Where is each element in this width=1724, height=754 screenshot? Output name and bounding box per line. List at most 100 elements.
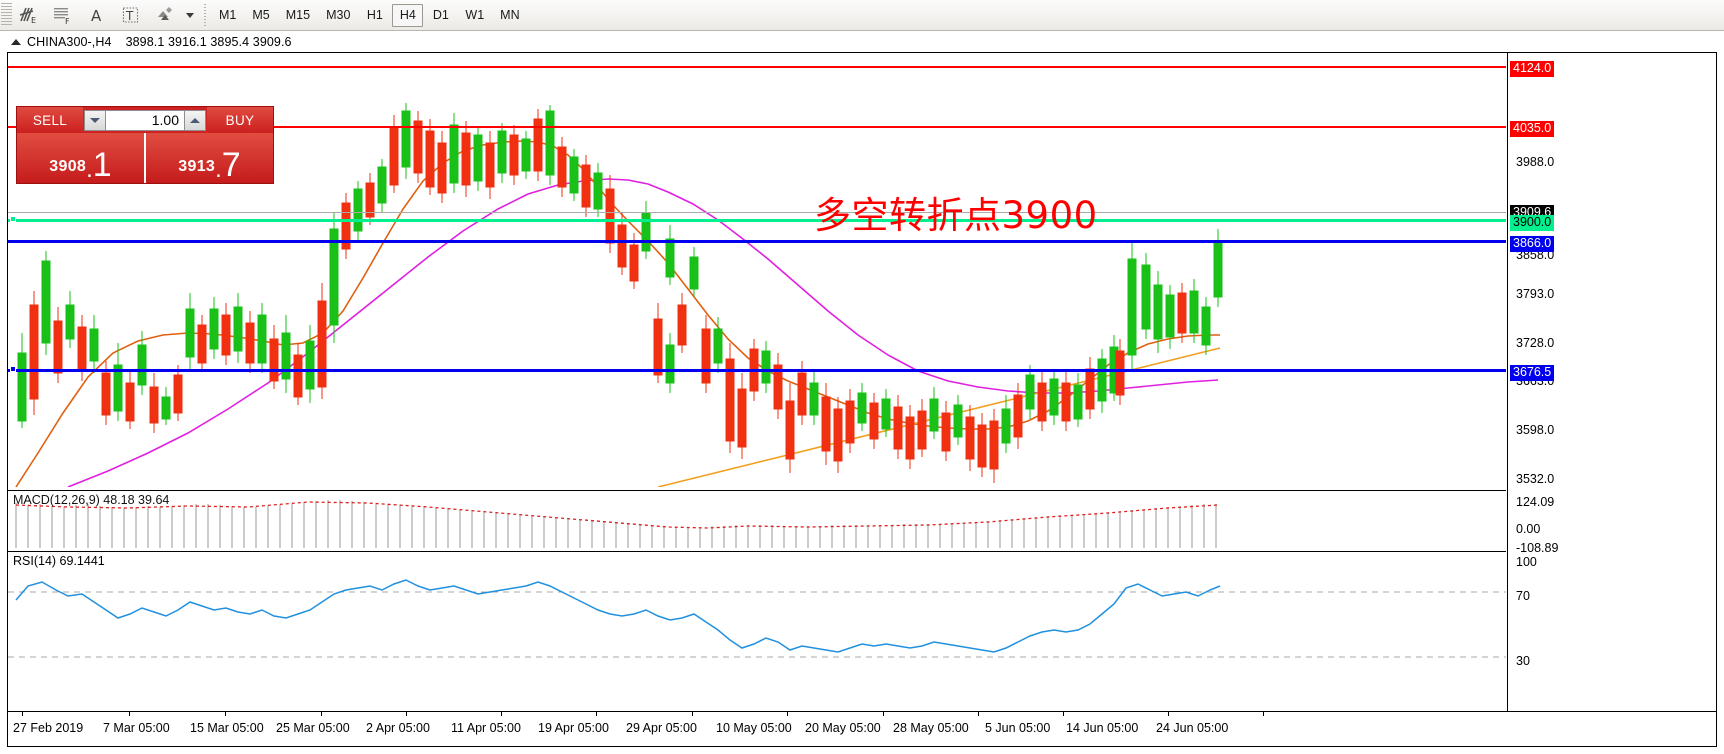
price-tag-4035[interactable]: 4035.0	[1510, 121, 1555, 138]
buy-price-integer: 3913	[178, 158, 216, 175]
collapse-triangle-icon[interactable]	[11, 39, 21, 45]
volume-decrement-button[interactable]	[84, 109, 106, 131]
price-tick-3532: 3532.0	[1516, 472, 1555, 486]
time-label-1: 7 Mar 05:00	[103, 721, 170, 735]
time-label-10: 28 May 05:00	[893, 721, 969, 735]
toolbar-grip[interactable]	[1, 3, 12, 27]
pivot-line-3900[interactable]	[8, 219, 1506, 222]
macd-title: MACD(12,26,9) 48.18 39.64	[13, 493, 170, 507]
toolbar-separator	[201, 3, 208, 27]
time-label-5: 11 Apr 05:00	[451, 721, 521, 735]
indicators-icon[interactable]: E	[12, 2, 46, 29]
candlestick-series	[17, 103, 1223, 483]
timeframe-d1[interactable]: D1	[432, 8, 449, 22]
price-tick-3728: 3728.0	[1516, 336, 1555, 350]
buy-price-separator: .	[215, 155, 222, 183]
time-label-0: 27 Feb 2019	[13, 721, 84, 735]
timeframe-w1[interactable]: W1	[465, 8, 485, 22]
price-tick-3988: 3988.0	[1516, 155, 1555, 169]
rsi-line	[15, 579, 1221, 653]
time-label-8: 10 May 05:00	[716, 721, 792, 735]
timeframe-m5[interactable]: M5	[252, 8, 270, 22]
svg-text:T: T	[125, 9, 134, 23]
buy-price-decimal: 7	[221, 145, 241, 184]
chevron-down-icon	[186, 12, 194, 18]
timeframe-mn[interactable]: MN	[500, 8, 520, 22]
ma-fast-line	[15, 140, 1220, 487]
timeframe-m15[interactable]: M15	[285, 8, 311, 22]
macd-chart-svg	[15, 500, 1219, 548]
price-tag-3866[interactable]: 3866.0	[1510, 236, 1555, 253]
time-label-6: 19 Apr 05:00	[538, 721, 609, 735]
time-label-11: 5 Jun 05:00	[985, 721, 1051, 735]
svg-text:F: F	[65, 17, 70, 25]
time-axis[interactable]: 27 Feb 2019 7 Mar 05:00 15 Mar 05:00 25 …	[8, 711, 1716, 746]
triangle-up-icon	[190, 117, 200, 123]
volume-input[interactable]: 1.00	[106, 109, 184, 131]
text-label-icon[interactable]: A	[80, 2, 114, 29]
timeframe-m30[interactable]: M30	[326, 8, 351, 22]
macd-histogram	[15, 500, 1217, 548]
price-chart-svg	[15, 103, 1223, 487]
volume-stepper[interactable]: 1.00	[84, 109, 206, 131]
macd-signal-line	[15, 501, 1219, 529]
sell-price-display[interactable]: 3908 . 1	[17, 133, 144, 183]
macd-scale-mid: 0.00	[1516, 522, 1541, 536]
sell-button[interactable]: SELL	[17, 107, 83, 133]
symbol-name: CHINA300-,H4	[27, 35, 112, 49]
grid-icon[interactable]: F	[46, 2, 80, 29]
volume-increment-button[interactable]	[184, 109, 206, 131]
price-tag-3900[interactable]: 3900.0	[1510, 215, 1555, 232]
price-tick-3793: 3793.0	[1516, 287, 1555, 301]
symbol-info-bar: CHINA300-,H4 3898.1 3916.1 3895.4 3909.6	[7, 33, 1717, 51]
support-line-3676[interactable]	[8, 369, 1506, 372]
buy-button[interactable]: BUY	[207, 107, 273, 133]
objects-icon[interactable]	[148, 2, 182, 29]
time-label-13: 24 Jun 05:00	[1156, 721, 1229, 735]
rsi-scale-100: 100	[1516, 555, 1537, 569]
main-toolbar: E F A T	[0, 0, 1724, 31]
support-line-3866[interactable]	[8, 240, 1506, 243]
price-tag-3676[interactable]: 3676.5	[1510, 365, 1555, 382]
trade-panel-prices: 3908 . 1 3913 . 7	[17, 133, 273, 183]
time-label-3: 25 Mar 05:00	[276, 721, 350, 735]
chart-annotation-text[interactable]: 多空转折点3900	[814, 194, 1098, 237]
time-label-12: 14 Jun 05:00	[1066, 721, 1139, 735]
line-handle-3676[interactable]	[10, 366, 16, 372]
timeframe-h4[interactable]: H4	[392, 3, 424, 27]
timeframe-m1[interactable]: M1	[219, 8, 237, 22]
rsi-title: RSI(14) 69.1441	[13, 554, 105, 568]
rsi-chart-svg	[8, 579, 1506, 658]
text-object-icon[interactable]: T	[114, 2, 148, 29]
objects-dropdown-caret-icon[interactable]	[182, 2, 198, 29]
line-handle-3900[interactable]	[10, 216, 16, 222]
time-label-2: 15 Mar 05:00	[190, 721, 264, 735]
macd-pane[interactable]: MACD(12,26,9) 48.18 39.64	[8, 490, 1506, 548]
price-axis[interactable]: 4054.0 3988.0 3923.0 3858.0 3793.0 3728.…	[1507, 53, 1716, 746]
price-tag-4124[interactable]: 4124.0	[1510, 61, 1555, 78]
timeframe-h1[interactable]: H1	[366, 8, 383, 22]
sell-price-decimal: 1	[92, 145, 112, 184]
one-click-trading-panel[interactable]: SELL 1.00 BUY 3908 . 1	[16, 106, 274, 184]
trade-panel-controls: SELL 1.00 BUY	[17, 107, 273, 133]
last-price-line	[8, 212, 1506, 213]
resistance-line-4124[interactable]	[8, 66, 1506, 68]
triangle-down-icon	[90, 117, 100, 123]
price-tick-3598: 3598.0	[1516, 423, 1555, 437]
time-label-9: 20 May 05:00	[805, 721, 881, 735]
sell-price-integer: 3908	[49, 158, 87, 175]
buy-price-display[interactable]: 3913 . 7	[144, 133, 273, 183]
chart-frame: 多空转折点3900 MACD(12,26,9) 48.18 39.64	[7, 52, 1717, 747]
resistance-line-4035[interactable]	[8, 126, 1506, 128]
rsi-scale-70: 70	[1516, 589, 1530, 603]
svg-text:E: E	[31, 16, 36, 25]
rsi-scale-30: 30	[1516, 654, 1530, 668]
sell-price-separator: .	[86, 155, 93, 183]
macd-scale-top: 124.09	[1516, 495, 1555, 509]
time-label-4: 2 Apr 05:00	[366, 721, 430, 735]
symbol-ohlc-values: 3898.1 3916.1 3895.4 3909.6	[125, 35, 292, 49]
rsi-pane[interactable]: RSI(14) 69.1441	[8, 551, 1506, 710]
time-label-7: 29 Apr 05:00	[626, 721, 697, 735]
macd-scale-bottom: -108.89	[1516, 541, 1559, 555]
